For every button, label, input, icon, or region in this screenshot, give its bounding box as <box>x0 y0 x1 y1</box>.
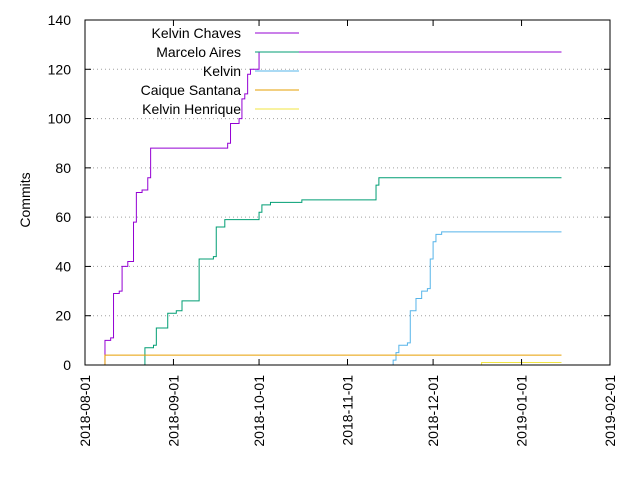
series-line-3 <box>390 231 562 366</box>
legend-label: Marcelo Aires <box>156 44 241 60</box>
y-tick-label: 0 <box>63 357 71 373</box>
y-tick-label: 20 <box>55 308 71 324</box>
series-line-4 <box>102 354 562 366</box>
x-tick-label: 2018-09-01 <box>165 375 181 447</box>
legend: Kelvin Chaves Marcelo Aires Kelvin Caique S… <box>141 25 299 117</box>
legend-label: Kelvin Henrique <box>142 101 241 117</box>
series-line-1 <box>102 51 562 366</box>
y-tick-label: 40 <box>55 258 71 274</box>
x-tick-label: 2019-01-01 <box>514 375 530 447</box>
series-line-2 <box>142 177 562 366</box>
y-tick-label: 60 <box>55 209 71 225</box>
y-axis-label: Commits <box>17 172 33 227</box>
x-tick-label: 2018-11-01 <box>340 375 356 446</box>
y-tick-label: 140 <box>48 12 72 28</box>
x-tick-label: 2018-08-01 <box>77 375 93 447</box>
plot-frame <box>84 19 611 366</box>
axis-ticks: 0 20 40 60 80 100 120 140 2018-08-01 2018-09-01 20… <box>48 12 618 447</box>
y-tick-label: 100 <box>48 111 72 127</box>
x-tick-label: 2018-12-01 <box>425 375 441 447</box>
series-lines <box>102 51 562 366</box>
legend-label: Kelvin Chaves <box>152 25 242 41</box>
y-tick-label: 120 <box>48 61 72 77</box>
x-tick-label: 2018-10-01 <box>251 375 267 447</box>
x-tick-label: 2019-02-01 <box>602 375 618 447</box>
y-tick-label: 80 <box>55 160 71 176</box>
legend-label: Caique Santana <box>141 82 242 98</box>
legend-label: Kelvin <box>203 63 241 79</box>
